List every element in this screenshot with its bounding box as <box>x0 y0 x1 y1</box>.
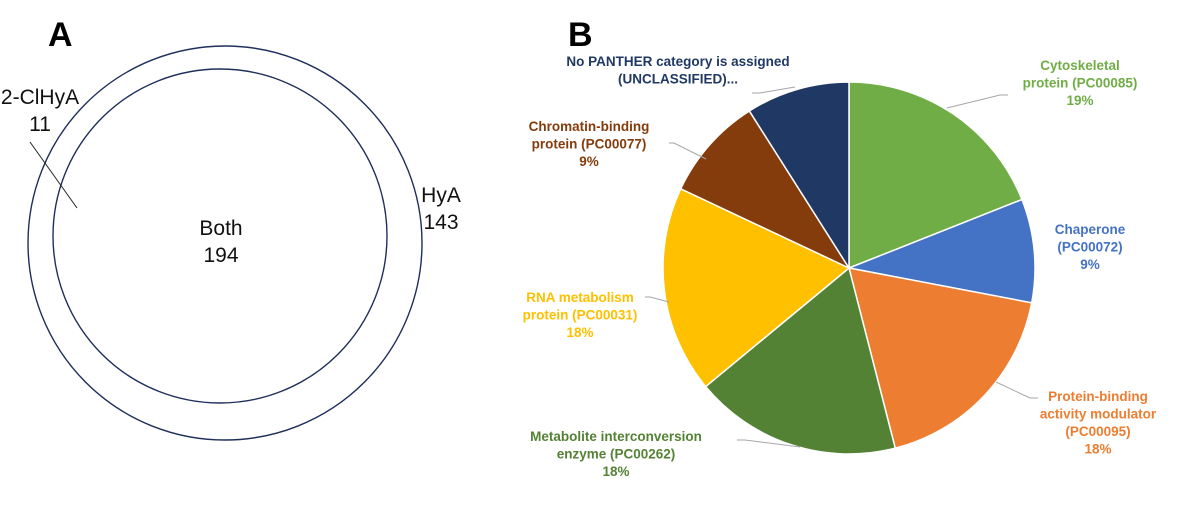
venn-hya-label: HyA <box>421 184 461 207</box>
pie-chart: Cytoskeletal protein (PC00085) 19% Chaperon… <box>523 54 1157 479</box>
pie-slice-cytoskeletal <box>848 81 1023 270</box>
pie-label-line: Cytoskeletal <box>1040 58 1120 73</box>
pie-leader-protein-binding <box>995 381 1038 399</box>
pie-label-metabolite-interconversion: Metabolite interconversion enzyme (PC0026… <box>530 429 702 479</box>
pie-label-line: Metabolite interconversion <box>530 429 702 444</box>
pie-leader-unclassified <box>752 86 796 94</box>
pie-label-line: protein (PC00031) <box>523 308 638 323</box>
pie-label-line: (PC00095) <box>1065 424 1130 439</box>
pie-label-cytoskeletal: Cytoskeletal protein (PC00085) 19% <box>1023 58 1138 108</box>
pie-slice-protein-binding <box>847 267 1033 450</box>
pie-label-line: protein (PC00085) <box>1023 76 1138 91</box>
pie-label-chromatin-binding: Chromatin-binding protein (PC00077) 9% <box>529 119 650 169</box>
pie-slice-metabolite-interconversion <box>704 266 897 455</box>
pie-labels: Cytoskeletal protein (PC00085) 19% Chaperon… <box>523 54 1157 479</box>
pie-label-chaperone: Chaperone (PC00072) 9% <box>1055 222 1126 272</box>
pie-slice-chaperone <box>846 198 1036 304</box>
panel-b-letter: B <box>568 16 593 54</box>
pie-label-line: enzyme (PC00262) <box>557 447 676 462</box>
venn-circle-2clhya <box>52 68 388 404</box>
pie-label-percent: 18% <box>602 464 629 479</box>
pie-label-line: No PANTHER category is assigned <box>566 54 789 69</box>
pie-leader-chromatin-binding <box>669 142 707 160</box>
pie-label-percent: 9% <box>1080 257 1100 272</box>
venn-both-count: 194 <box>203 244 238 267</box>
pie-slice-unclassified <box>748 81 850 271</box>
pie-slices <box>662 81 1036 455</box>
pie-slice-chromatin-binding <box>679 109 852 270</box>
pie-label-percent: 18% <box>1084 442 1111 457</box>
venn-2clhya-count: 11 <box>29 113 51 136</box>
pie-label-rna-metabolism: RNA metabolism protein (PC00031) 18% <box>523 290 638 340</box>
pie-label-line: protein (PC00077) <box>532 137 647 152</box>
venn-circle-hya <box>27 45 423 441</box>
venn-hya-count: 143 <box>423 211 458 234</box>
pie-label-line: (PC00072) <box>1057 240 1122 255</box>
pie-leader-metabolite-interconversion <box>737 439 801 448</box>
pie-label-protein-binding: Protein-binding activity modulator (PC0009… <box>1040 389 1157 457</box>
venn-diagram: 2-ClHyA 11 HyA 143 Both 194 <box>1 45 461 441</box>
pie-label-percent: 18% <box>566 325 593 340</box>
venn-2clhya-label: 2-ClHyA <box>1 86 79 109</box>
pie-leader-lines <box>645 86 1038 448</box>
pie-label-unclassified: No PANTHER category is assigned (UNCLASSI… <box>566 54 789 87</box>
pie-label-line: Chaperone <box>1055 222 1126 237</box>
pie-leader-rna-metabolism <box>645 296 670 303</box>
pie-label-line: (UNCLASSIFIED)... <box>618 72 738 87</box>
pie-leader-cytoskeletal <box>946 94 1008 109</box>
panel-a-letter: A <box>48 16 73 54</box>
venn-2clhya-leader-line <box>29 141 78 209</box>
pie-slice-rna-metabolism <box>662 187 851 388</box>
venn-both-label: Both <box>199 217 242 240</box>
pie-label-percent: 19% <box>1066 93 1093 108</box>
pie-label-line: RNA metabolism <box>526 290 634 305</box>
pie-label-line: Protein-binding <box>1048 389 1148 404</box>
pie-label-percent: 9% <box>579 154 599 169</box>
pie-label-line: activity modulator <box>1040 407 1157 422</box>
pie-label-line: Chromatin-binding <box>529 119 650 134</box>
